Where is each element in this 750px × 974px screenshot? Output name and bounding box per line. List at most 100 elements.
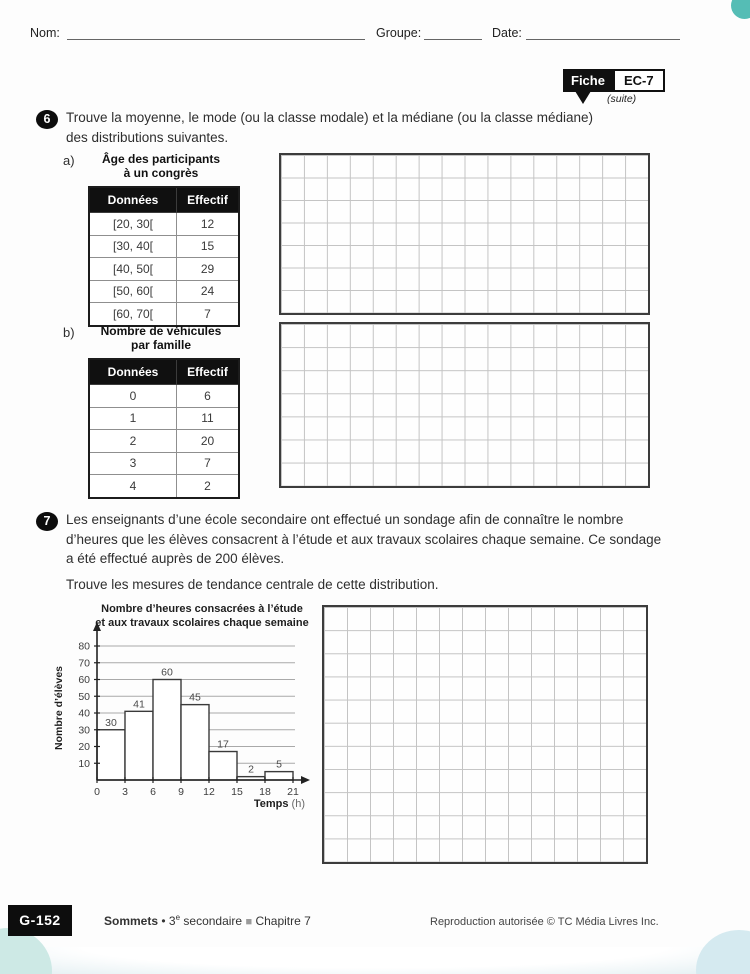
- fiche-badge-pointer-icon: [575, 91, 591, 104]
- x-tick-label: 9: [178, 786, 184, 798]
- table-cell: 4: [88, 474, 177, 498]
- table-row: [20, 30[12: [88, 212, 240, 236]
- teal-corner-dot: [731, 0, 750, 19]
- table-header-cell: Données: [88, 358, 177, 385]
- answer-grid-a[interactable]: [279, 153, 650, 315]
- nom-label: Nom:: [30, 26, 60, 40]
- table-cell: 1: [88, 406, 177, 430]
- table-cell: 6: [176, 384, 240, 408]
- footer-separator: •: [161, 914, 166, 928]
- y-tick-label: 80: [78, 641, 90, 653]
- table-b-header-row: Données Effectif: [88, 358, 240, 385]
- item-b-label: b): [63, 325, 75, 340]
- table-cell: [20, 30[: [88, 212, 177, 236]
- x-axis-arrow-icon: [301, 776, 310, 784]
- bar-value-label: 41: [133, 698, 145, 710]
- table-cell: 7: [176, 451, 240, 475]
- x-axis-title: Temps (h): [254, 798, 305, 810]
- footer-level-text: secondaire: [180, 914, 243, 928]
- table-row: [30, 40[15: [88, 234, 240, 258]
- table-header-cell: Effectif: [176, 358, 240, 385]
- table-a-title-line2: à un congrès: [123, 166, 199, 180]
- y-tick-label: 70: [78, 657, 90, 669]
- y-tick-label: 10: [78, 758, 90, 770]
- footer-square-icon: ■: [245, 916, 253, 928]
- bottom-page-band: [0, 947, 750, 974]
- histogram-bar: [96, 729, 126, 781]
- bar-value-label: 2: [248, 764, 254, 776]
- table-cell: [40, 50[: [88, 257, 177, 281]
- nom-line[interactable]: [67, 25, 365, 40]
- table-header-cell: Données: [88, 186, 177, 213]
- table-a: Données Effectif [20, 30[12 [30, 40[15 [40,…: [88, 186, 240, 327]
- table-row: [40, 50[29: [88, 257, 240, 281]
- fiche-badge-code: EC-7: [612, 69, 665, 92]
- histogram-bar: [208, 750, 238, 781]
- table-b-title: Nombre de véhicules par famille: [88, 324, 234, 352]
- table-cell: 24: [176, 279, 240, 303]
- table-b: Données Effectif 0 6 1 11 2 20 3 7 4 2: [88, 358, 240, 499]
- bar-value-label: 60: [161, 667, 173, 679]
- table-cell: 12: [176, 212, 240, 236]
- x-tick-label: 18: [259, 786, 271, 798]
- footer-level-num: 3: [168, 914, 176, 928]
- footer-chapter: Chapitre 7: [255, 914, 311, 928]
- footer-book-title: Sommets: [104, 914, 159, 928]
- table-cell: [60, 70[: [88, 302, 177, 326]
- question-7-prompt: Trouve les mesures de tendance centrale …: [66, 577, 439, 592]
- x-tick-label: 3: [122, 786, 128, 798]
- answer-grid-b[interactable]: [279, 322, 650, 488]
- histogram-bar: [180, 703, 210, 781]
- date-line[interactable]: [526, 25, 680, 40]
- table-row: 1 11: [88, 406, 240, 430]
- table-cell: 29: [176, 257, 240, 281]
- y-tick-label: 20: [78, 741, 90, 753]
- fiche-badge-suite: (suite): [607, 93, 637, 105]
- question-7-line3: a été effectué auprès de 200 élèves.: [66, 551, 285, 566]
- table-row: 2 20: [88, 429, 240, 453]
- y-tick-label: 40: [78, 708, 90, 720]
- table-row: [60, 70[7: [88, 302, 240, 326]
- table-header-cell: Effectif: [176, 186, 240, 213]
- x-tick-label: 15: [231, 786, 243, 798]
- question-6-line1: Trouve la moyenne, le mode (ou la classe…: [66, 110, 594, 125]
- fiche-badge-label: Fiche: [563, 69, 613, 92]
- x-tick-label: 12: [203, 786, 215, 798]
- table-cell: [50, 60[: [88, 279, 177, 303]
- histogram-bar: [124, 710, 154, 781]
- question-7-line2: d’heures que les élèves consacrent à l’é…: [66, 531, 662, 547]
- table-cell: 7: [176, 302, 240, 326]
- x-tick-label: 21: [287, 786, 299, 798]
- table-row: [50, 60[24: [88, 279, 240, 303]
- groupe-label: Groupe:: [376, 26, 422, 40]
- table-b-title-line1: Nombre de véhicules: [100, 324, 222, 338]
- fiche-badge: Fiche EC-7: [563, 69, 665, 92]
- chart-title: et aux travaux scolaires chaque semaine: [95, 617, 308, 629]
- groupe-line[interactable]: [424, 25, 482, 40]
- histogram-bar: [264, 770, 294, 781]
- question-6-number: 6: [36, 110, 58, 129]
- answer-grid-q7[interactable]: [322, 605, 648, 864]
- chart-title: Nombre d’heures consacrées à l’étude: [101, 603, 303, 615]
- question-7-number: 7: [36, 512, 58, 531]
- item-a-label: a): [63, 153, 75, 168]
- y-axis-title: Nombre d’élèves: [53, 666, 65, 750]
- bar-value-label: 30: [105, 717, 117, 729]
- y-tick-label: 30: [78, 724, 90, 736]
- table-a-header-row: Données Effectif: [88, 186, 240, 213]
- footer-copyright: Reproduction autorisée © TC Média Livres…: [430, 916, 659, 928]
- question-7-line1: Les enseignants d’une école secondaire o…: [66, 512, 624, 527]
- bar-value-label: 45: [189, 692, 201, 704]
- footer-level-sup: e: [175, 913, 181, 922]
- table-cell: 3: [88, 451, 177, 475]
- y-tick-label: 50: [78, 691, 90, 703]
- table-a-title-line1: Âge des participants: [101, 152, 221, 166]
- table-cell: 15: [176, 234, 240, 258]
- bar-value-label: 5: [276, 759, 282, 771]
- table-b-title-line2: par famille: [130, 338, 192, 352]
